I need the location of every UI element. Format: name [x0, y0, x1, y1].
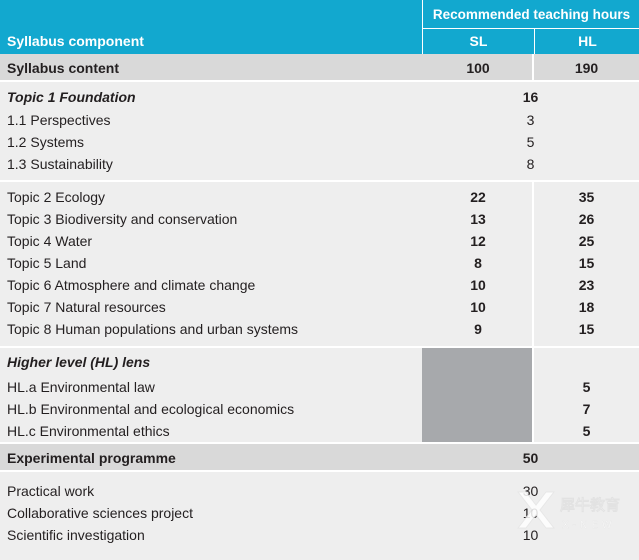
table-row: 1.1 Perspectives 3	[7, 112, 535, 128]
syllabus-content-label: Syllabus content	[7, 60, 120, 76]
header-recommended-hours: Recommended teaching hours	[422, 0, 639, 29]
header-sl: SL	[422, 29, 534, 54]
hl-lens-title: Higher level (HL) lens	[7, 354, 151, 370]
topic1-total: 16	[522, 89, 539, 105]
table-row: Topic 1 Foundation 16	[0, 86, 639, 109]
table-row: Topic 5 Land 8 15	[7, 255, 595, 271]
table-row: HL.a Environmental law 5	[7, 379, 591, 395]
table-header: Syllabus component Recommended teaching …	[0, 0, 639, 54]
experimental-programme-total: 50	[522, 450, 539, 466]
table-row: Practical work 30	[7, 483, 539, 499]
table-row: Topic 2 Ecology 22 35	[7, 189, 595, 205]
sl-not-applicable-block	[422, 348, 533, 442]
table-row: Topic 3 Biodiversity and conservation 13…	[7, 211, 595, 227]
syllabus-content-hl: 190	[574, 60, 599, 76]
table-row: 1.3 Sustainability 8	[7, 156, 535, 172]
table-row: 1.2 Systems 5	[7, 134, 535, 150]
table-row: Higher level (HL) lens	[0, 348, 639, 376]
header-syllabus-component: Syllabus component	[7, 33, 144, 49]
syllabus-content-row: Syllabus content 100 190	[0, 54, 639, 82]
topic1-section: Topic 1 Foundation 16 1.1 Perspectives 3…	[0, 82, 639, 182]
hl-lens-section: Higher level (HL) lens HL.a Environmenta…	[0, 348, 639, 444]
table-row: Collaborative sciences project 10	[7, 505, 539, 521]
table-row: HL.b Environmental and ecological econom…	[7, 401, 591, 417]
experimental-section: Practical work 30 Collaborative sciences…	[0, 472, 639, 560]
header-hl: HL	[534, 29, 639, 54]
table-row: Topic 6 Atmosphere and climate change 10…	[7, 277, 595, 293]
table-row: Topic 4 Water 12 25	[7, 233, 595, 249]
topic1-title: Topic 1 Foundation	[7, 89, 136, 105]
experimental-programme-row: Experimental programme 50	[0, 444, 639, 472]
table-row: Topic 7 Natural resources 10 18	[7, 299, 595, 315]
topics-section: Topic 2 Ecology 22 35 Topic 3 Biodiversi…	[0, 182, 639, 348]
table-row: Scientific investigation 10	[7, 527, 539, 543]
table-row: HL.c Environmental ethics 5	[7, 423, 591, 439]
experimental-programme-label: Experimental programme	[7, 450, 176, 466]
table-row: Topic 8 Human populations and urban syst…	[7, 321, 595, 337]
syllabus-content-sl: 100	[466, 60, 490, 76]
